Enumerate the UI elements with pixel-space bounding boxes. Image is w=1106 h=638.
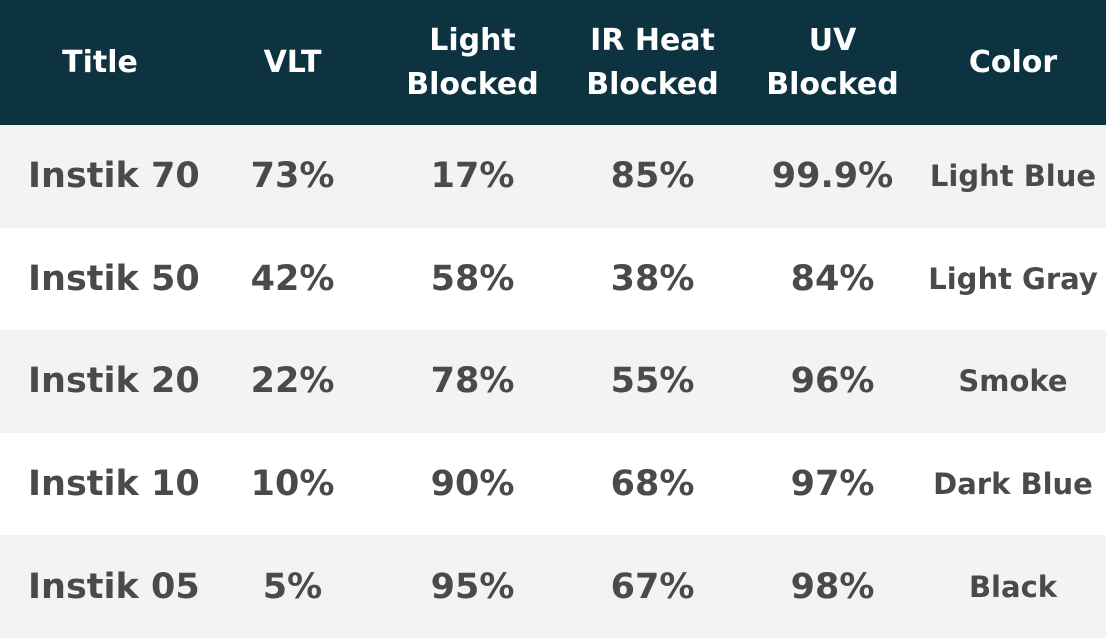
header-cell: IR Heat Blocked	[560, 0, 745, 125]
table-body: Instik 70 73% 17% 85% 99.9% Light Blue Instik …	[0, 125, 1106, 638]
table-cell: 78%	[385, 330, 560, 433]
table-cell: 38%	[560, 227, 745, 331]
header-cell: Light Blocked	[385, 0, 560, 125]
table-cell: 96%	[745, 330, 920, 433]
table-cell: 68%	[560, 432, 745, 536]
table-cell: 42%	[200, 227, 385, 331]
row-title: Instik 70	[0, 125, 200, 228]
row-title: Instik 50	[0, 227, 200, 331]
table-row: Instik 50 42% 58% 38% 84% Light Gray	[0, 227, 1106, 331]
table-cell: 17%	[385, 125, 560, 228]
table-cell: 95%	[385, 535, 560, 638]
table-cell: 67%	[560, 535, 745, 638]
header-cell: Color	[920, 0, 1106, 125]
table-cell: 97%	[745, 432, 920, 536]
table-cell: Black	[920, 535, 1106, 638]
table-cell: 55%	[560, 330, 745, 433]
table-cell: Dark Blue	[920, 432, 1106, 536]
table-row: Instik 70 73% 17% 85% 99.9% Light Blue	[0, 125, 1106, 228]
table-cell: 58%	[385, 227, 560, 331]
header-cell: UV Blocked	[745, 0, 920, 125]
table-cell: 22%	[200, 330, 385, 433]
table-cell: Light Blue	[920, 125, 1106, 228]
table-cell: 85%	[560, 125, 745, 228]
row-title: Instik 05	[0, 535, 200, 638]
table-row: Instik 20 22% 78% 55% 96% Smoke	[0, 330, 1106, 433]
table-cell: Smoke	[920, 330, 1106, 433]
table-cell: 99.9%	[745, 125, 920, 228]
header-cell: Title	[0, 0, 200, 125]
table-cell: 5%	[200, 535, 385, 638]
table-row: Instik 05 5% 95% 67% 98% Black	[0, 535, 1106, 638]
table-row: Instik 10 10% 90% 68% 97% Dark Blue	[0, 432, 1106, 536]
header-row: Title VLT Light Blocked IR Heat Blocked UV B…	[0, 0, 1106, 125]
table-cell: 84%	[745, 227, 920, 331]
table-cell: 10%	[200, 432, 385, 536]
row-title: Instik 10	[0, 432, 200, 536]
table-cell: Light Gray	[920, 227, 1106, 331]
table-cell: 98%	[745, 535, 920, 638]
table-cell: 73%	[200, 125, 385, 228]
header-cell: VLT	[200, 0, 385, 125]
row-title: Instik 20	[0, 330, 200, 433]
table-cell: 90%	[385, 432, 560, 536]
